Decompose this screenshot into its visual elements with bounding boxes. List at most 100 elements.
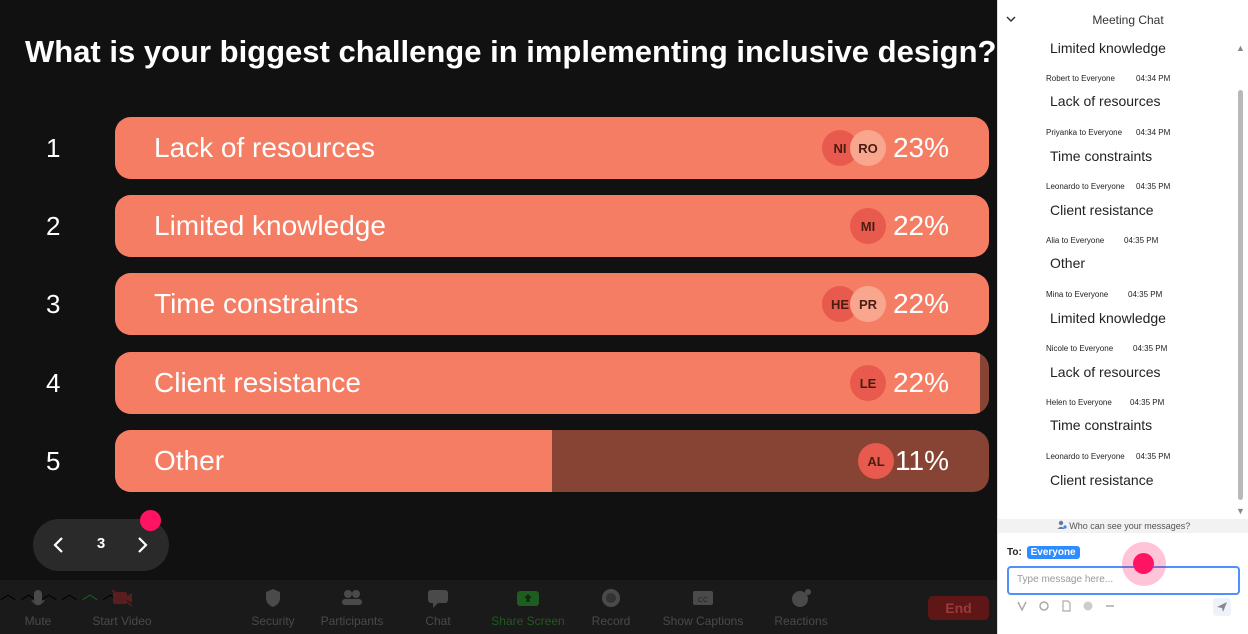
chat-message-meta: Mina to Everyone 04:35 PM <box>1046 290 1163 299</box>
mute-options-caret-icon[interactable]: ︿ <box>0 586 17 603</box>
microphone-icon <box>31 590 45 606</box>
option-label: Lack of resources <box>154 132 375 163</box>
option-bar: Lack of resources NI RO 23% <box>115 117 989 179</box>
emoji-icon[interactable] <box>1082 600 1094 615</box>
scroll-up-arrow-icon[interactable]: ▲ <box>1236 43 1245 53</box>
share-screen-icon <box>517 591 539 606</box>
chat-message-meta: Helen to Everyone 04:35 PM <box>1046 398 1165 407</box>
avatar: PR <box>850 286 886 322</box>
mute-button[interactable]: Mute <box>18 584 58 628</box>
chat-message-input[interactable]: Type message here... <box>1007 566 1240 595</box>
record-icon <box>602 589 620 607</box>
option-number: 2 <box>46 211 61 241</box>
participants-icon <box>342 590 362 605</box>
option-number: 5 <box>46 446 61 476</box>
chat-message-text: Other <box>1050 255 1086 271</box>
video-off-icon <box>111 589 133 607</box>
poll-option-2: 2 Limited knowledge MI 22% <box>0 195 997 257</box>
option-bar: Limited knowledge MI 22% <box>115 195 989 257</box>
record-button[interactable]: Record <box>589 584 633 628</box>
option-bar-fill <box>115 430 552 492</box>
chevron-left-icon[interactable] <box>47 533 71 557</box>
participants-button[interactable]: Participants <box>316 584 388 628</box>
poll-option-5: 5 Other AL 11% <box>0 430 997 492</box>
poll-option-3: 3 Time constraints HE PR 22% <box>0 273 997 335</box>
chat-message-meta: Priyanka to Everyone 04:34 PM <box>1046 128 1171 137</box>
chat-message-text: Lack of resources <box>1050 93 1161 109</box>
poll-option-1: 1 Lack of resources NI RO 23% <box>0 117 997 179</box>
security-button[interactable]: Security <box>248 584 298 628</box>
option-percent: 22% <box>892 367 949 398</box>
chat-message-meta: Robert to Everyone 04:34 PM <box>1046 74 1171 83</box>
end-meeting-button[interactable]: End <box>928 596 989 620</box>
pointer-dot <box>1133 553 1154 574</box>
option-number: 4 <box>46 368 61 398</box>
option-label: Limited knowledge <box>154 210 386 241</box>
slide-page-number: 3 <box>96 535 106 552</box>
option-percent: 23% <box>892 132 949 163</box>
option-bar: Other AL 11% <box>115 430 989 492</box>
chat-button[interactable]: Chat <box>418 584 458 628</box>
option-percent: 22% <box>892 288 949 319</box>
screenshot-icon[interactable] <box>1038 600 1050 615</box>
chat-message-meta: Leonardo to Everyone 04:35 PM <box>1046 452 1171 461</box>
chat-message-text: Lack of resources <box>1050 364 1161 380</box>
chat-message-meta: Leonardo to Everyone 04:35 PM <box>1046 182 1171 191</box>
option-label: Other <box>154 445 225 476</box>
participants-options-caret-icon[interactable]: ︿ <box>40 586 57 603</box>
laser-pointer-dot <box>140 510 161 531</box>
chat-message-text: Time constraints <box>1050 417 1153 433</box>
scrollbar-thumb[interactable] <box>1238 90 1243 500</box>
avatar: LE <box>850 365 886 401</box>
send-icon[interactable] <box>1213 598 1231 616</box>
video-options-caret-icon[interactable]: ︿ <box>20 586 37 603</box>
recipient-row: To: Everyone <box>1007 546 1080 559</box>
svg-text:CC: CC <box>698 597 708 604</box>
shield-icon <box>266 589 280 607</box>
chat-title: Meeting Chat <box>1092 13 1164 27</box>
show-captions-button[interactable]: CC Show Captions <box>657 584 749 628</box>
start-video-button[interactable]: Start Video <box>88 584 156 628</box>
option-number: 1 <box>46 133 61 163</box>
more-icon[interactable] <box>1104 600 1116 615</box>
chat-message-list: Limited knowledge Robert to Everyone 04:3… <box>998 32 1236 518</box>
option-bar: Client resistance LE 22% <box>115 352 989 414</box>
scroll-down-arrow-icon[interactable]: ▼ <box>1236 506 1245 516</box>
chat-message-text: Time constraints <box>1050 148 1153 164</box>
chat-scrollbar[interactable]: ▲ ▼ <box>1236 40 1246 520</box>
chat-message-meta: Alia to Everyone 04:35 PM <box>1046 236 1159 245</box>
captions-icon: CC <box>693 591 713 605</box>
option-bar-fill <box>115 352 981 414</box>
chevron-right-icon[interactable] <box>130 533 154 557</box>
option-bar-fill <box>115 195 989 257</box>
poll-question: What is your biggest challenge in implem… <box>25 34 997 69</box>
chat-bubble-icon <box>428 590 448 608</box>
option-bar: Time constraints HE PR 22% <box>115 273 989 335</box>
file-icon[interactable] <box>1060 600 1072 615</box>
reactions-button[interactable]: Reactions <box>770 584 832 628</box>
chat-options-caret-icon[interactable]: ︿ <box>61 586 78 603</box>
poll-option-4: 4 Client resistance LE 22% <box>0 352 997 414</box>
poll-stage: What is your biggest challenge in implem… <box>0 0 997 634</box>
option-percent: 11% <box>895 445 949 476</box>
option-percent: 22% <box>892 210 949 241</box>
option-number: 3 <box>46 289 61 319</box>
who-can-see-link[interactable]: Who can see your messages? <box>998 519 1248 533</box>
chat-message-text: Client resistance <box>1050 472 1154 488</box>
share-screen-button[interactable]: Share Screen <box>488 584 568 628</box>
avatar: AL <box>858 443 894 479</box>
chat-message-text: Limited knowledge <box>1050 310 1166 326</box>
option-label: Time constraints <box>154 288 359 319</box>
chat-message-text: Limited knowledge <box>1050 40 1166 56</box>
person-info-icon <box>1057 520 1070 531</box>
chevron-down-icon[interactable] <box>1006 12 1016 26</box>
chat-message-text: Client resistance <box>1050 202 1154 218</box>
avatar: RO <box>850 130 886 166</box>
share-options-caret-icon[interactable]: ︿ <box>81 586 98 603</box>
avatar: MI <box>850 208 886 244</box>
recipient-select[interactable]: Everyone <box>1026 546 1080 559</box>
chat-message-meta: Nicole to Everyone 04:35 PM <box>1046 344 1168 353</box>
emoji-add-icon <box>792 589 811 607</box>
format-text-icon[interactable] <box>1016 600 1028 615</box>
option-label: Client resistance <box>154 367 361 398</box>
